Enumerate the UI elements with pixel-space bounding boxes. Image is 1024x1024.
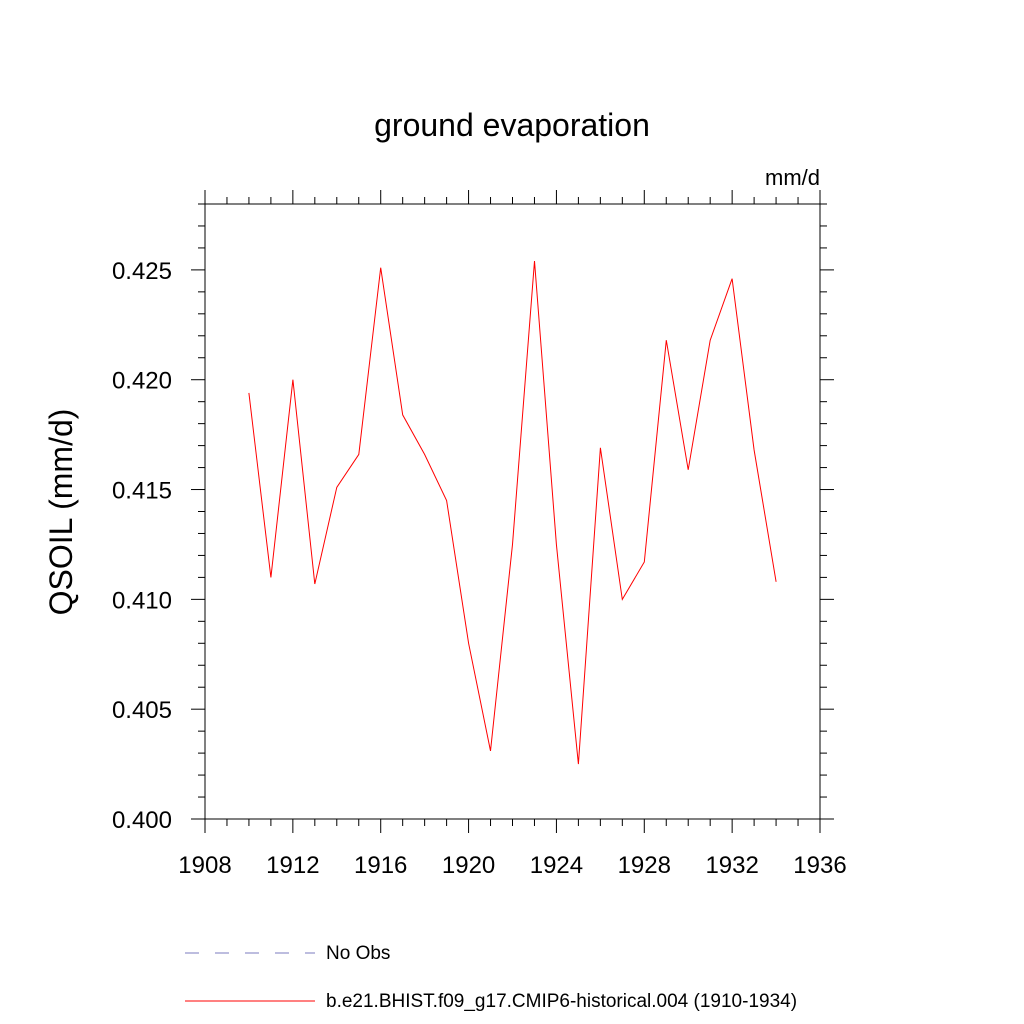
major-ticks	[191, 190, 834, 833]
y-tick-label: 0.405	[112, 697, 172, 724]
y-tick-label: 0.420	[112, 368, 172, 395]
legend: No Obs b.e21.BHIST.f09_g17.CMIP6-histori…	[185, 943, 797, 1012]
series-line	[248, 261, 777, 765]
y-tick-label: 0.410	[112, 587, 172, 614]
y-tick-label: 0.425	[112, 258, 172, 285]
x-tick-label: 1920	[442, 852, 495, 879]
x-tick-label: 1932	[705, 852, 758, 879]
legend-label-no-obs: No Obs	[326, 943, 390, 964]
x-tick-label: 1936	[793, 852, 846, 879]
plot-frame	[204, 203, 821, 820]
series-layer	[248, 261, 777, 765]
x-tick-label: 1908	[178, 852, 231, 879]
chart-title: ground evaporation	[374, 107, 650, 143]
x-tick-label: 1916	[354, 852, 407, 879]
units-label: mm/d	[765, 165, 820, 190]
y-tick-label: 0.415	[112, 478, 172, 505]
y-tick-label: 0.400	[112, 807, 172, 834]
minor-ticks	[198, 197, 827, 826]
x-tick-label: 1928	[618, 852, 671, 879]
y-tick-labels: 0.400 0.405 0.410 0.415 0.420 0.425	[112, 258, 172, 834]
legend-label-historical: b.e21.BHIST.f09_g17.CMIP6-historical.004…	[326, 991, 797, 1012]
x-tick-labels: 1908 1912 1916 1920 1924 1928 1932 1936	[178, 852, 846, 879]
y-axis-label: QSOIL (mm/d)	[43, 409, 79, 616]
x-tick-label: 1924	[530, 852, 583, 879]
x-tick-label: 1912	[266, 852, 319, 879]
